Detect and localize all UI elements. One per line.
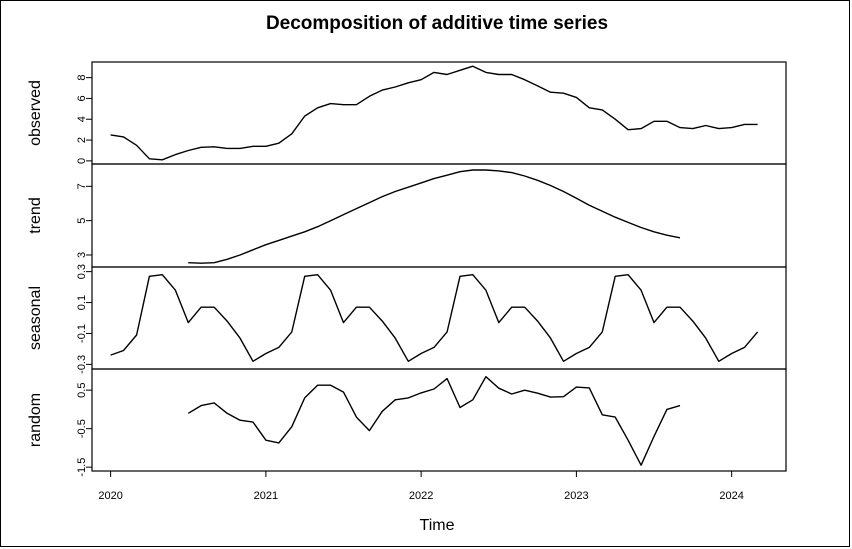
panels: 0 2 4 6 8 observed 3 5 7 trend -0.3 -0.1 0.1 0.3 seaso… xyxy=(27,61,787,477)
panel-trend: 3 5 7 trend xyxy=(27,163,787,268)
x-tick-label: 2020 xyxy=(98,490,122,502)
panel-box-trend xyxy=(91,163,787,268)
x-tick-label: 2024 xyxy=(719,490,743,502)
y-tick-label-observed: 2 xyxy=(76,137,88,143)
y-tick-label-trend: 3 xyxy=(76,252,88,258)
panel-random: -1.5 -0.5 0.5 random xyxy=(27,368,787,477)
series-line-observed xyxy=(110,65,758,161)
series-line-random xyxy=(187,376,681,466)
x-tick-label: 2021 xyxy=(254,490,278,502)
y-tick-label-trend: 5 xyxy=(76,218,88,224)
y-axis-label-observed: observed xyxy=(27,80,44,146)
y-tick-label-observed: 4 xyxy=(76,116,88,122)
y-tick-label-seasonal: 0.1 xyxy=(76,295,88,310)
y-tick-label-random: 0.5 xyxy=(76,383,88,398)
x-tick-label: 2022 xyxy=(409,490,433,502)
y-tick-label-random: -1.5 xyxy=(76,458,88,477)
y-axis-label-trend: trend xyxy=(27,197,44,233)
y-tick-label-observed: 0 xyxy=(76,158,88,164)
x-axis-label: Time xyxy=(420,517,455,534)
series-line-seasonal xyxy=(110,274,759,362)
y-tick-label-trend: 7 xyxy=(76,183,88,189)
chart-title: Decomposition of additive time series xyxy=(266,13,608,34)
series-line-trend xyxy=(188,169,681,264)
panel-seasonal: -0.3 -0.1 0.1 0.3 seasonal xyxy=(27,264,787,374)
x-tick-label: 2023 xyxy=(564,490,588,502)
panel-observed: 0 2 4 6 8 observed xyxy=(27,61,787,165)
y-tick-label-seasonal: 0.3 xyxy=(76,264,88,279)
y-tick-label-seasonal: -0.3 xyxy=(76,355,88,374)
y-tick-label-observed: 6 xyxy=(76,95,88,101)
y-tick-label-seasonal: -0.1 xyxy=(76,324,88,343)
x-axis: 2020 2021 2022 2023 2024 xyxy=(98,470,744,502)
y-tick-label-observed: 8 xyxy=(76,75,88,81)
y-tick-label-random: -0.5 xyxy=(76,419,88,438)
y-axis-label-seasonal: seasonal xyxy=(27,286,44,350)
y-axis-label-random: random xyxy=(27,393,44,447)
panel-box-seasonal xyxy=(91,266,787,370)
